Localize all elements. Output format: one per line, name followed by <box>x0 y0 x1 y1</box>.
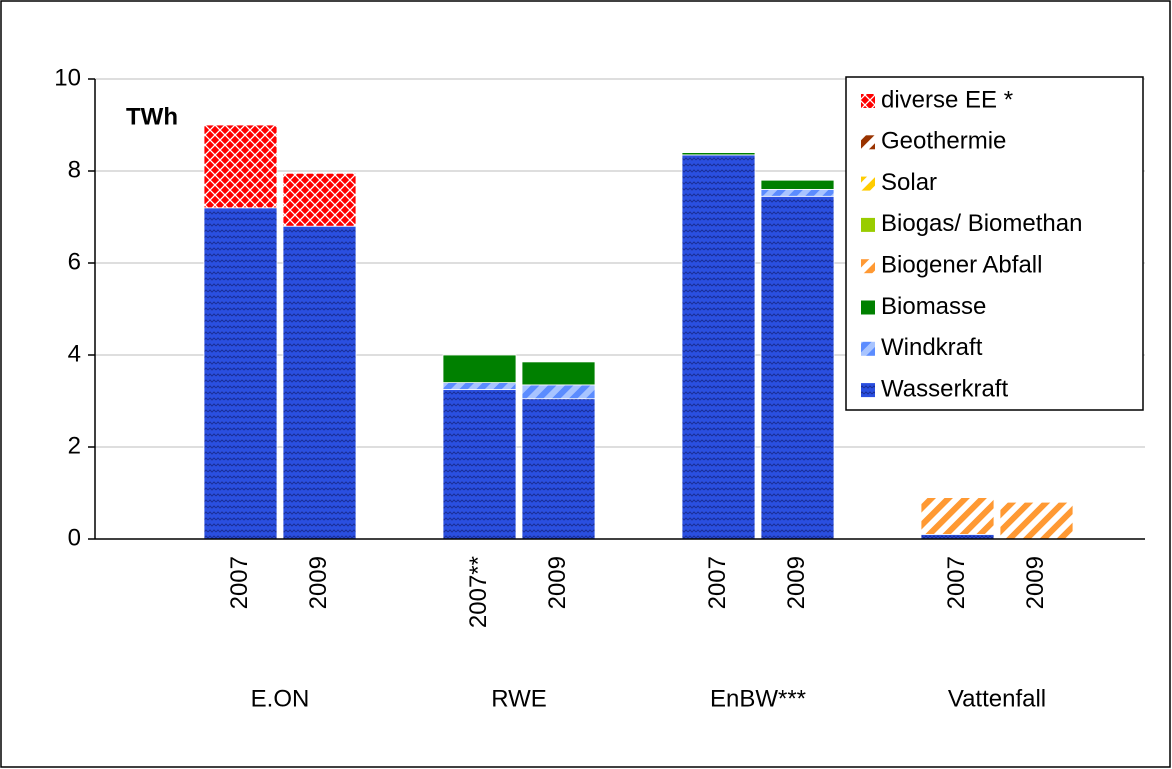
legend-label: Biogener Abfall <box>881 252 1042 279</box>
bar-segment <box>681 152 756 156</box>
bar-segment <box>681 154 756 540</box>
bar-segment <box>442 389 517 540</box>
legend-label: Solar <box>881 169 937 196</box>
legend-box <box>845 76 1144 411</box>
y-tick-label: 10 <box>54 64 81 91</box>
y-tick-label: 2 <box>68 432 81 459</box>
legend-swatch <box>861 94 875 108</box>
bar-segment <box>442 382 517 390</box>
group-label: Vattenfall <box>948 685 1046 712</box>
legend-swatch <box>861 176 875 191</box>
legend-swatch <box>861 383 875 398</box>
x-tick-label: 2007 <box>226 556 253 609</box>
bar-segment <box>282 172 357 227</box>
bar-segment <box>760 179 835 190</box>
legend-label: Biogas/ Biomethan <box>881 210 1082 237</box>
x-tick-label: 2007** <box>465 556 492 628</box>
y-tick-label: 0 <box>68 524 81 551</box>
legend-swatch <box>861 135 875 150</box>
group-label: E.ON <box>251 685 310 712</box>
legend-swatch <box>861 341 875 356</box>
legend-label: Biomasse <box>881 293 986 320</box>
legend-swatch <box>861 217 875 232</box>
legend-swatch <box>861 259 875 274</box>
legend-label: Wasserkraft <box>881 375 1008 402</box>
group-label: RWE <box>491 685 547 712</box>
y-axis-label: TWh <box>126 103 178 130</box>
legend-label: diverse EE * <box>881 86 1013 113</box>
y-tick-label: 6 <box>68 248 81 275</box>
bar-segment <box>282 225 357 540</box>
legend-label: Windkraft <box>881 334 983 361</box>
y-tick-label: 4 <box>68 340 81 367</box>
bar-segment <box>760 188 835 197</box>
x-tick-label: 2007 <box>943 556 970 609</box>
bar-segment <box>203 124 278 209</box>
x-tick-label: 2009 <box>1022 556 1049 609</box>
legend-swatch <box>861 300 875 315</box>
y-tick-label: 8 <box>68 156 81 183</box>
bar-segment <box>999 501 1074 540</box>
bar-segment <box>920 497 995 535</box>
bar-segment <box>203 207 278 540</box>
bar-segment <box>521 398 596 540</box>
bar-segment <box>521 384 596 400</box>
bar-segment <box>760 195 835 540</box>
bar-segment <box>521 361 596 386</box>
x-tick-label: 2007 <box>704 556 731 609</box>
x-tick-label: 2009 <box>783 556 810 609</box>
legend-label: Geothermie <box>881 128 1006 155</box>
group-label: EnBW*** <box>710 685 806 712</box>
x-tick-label: 2009 <box>305 556 332 609</box>
x-tick-label: 2009 <box>544 556 571 609</box>
bar-segment <box>442 354 517 384</box>
